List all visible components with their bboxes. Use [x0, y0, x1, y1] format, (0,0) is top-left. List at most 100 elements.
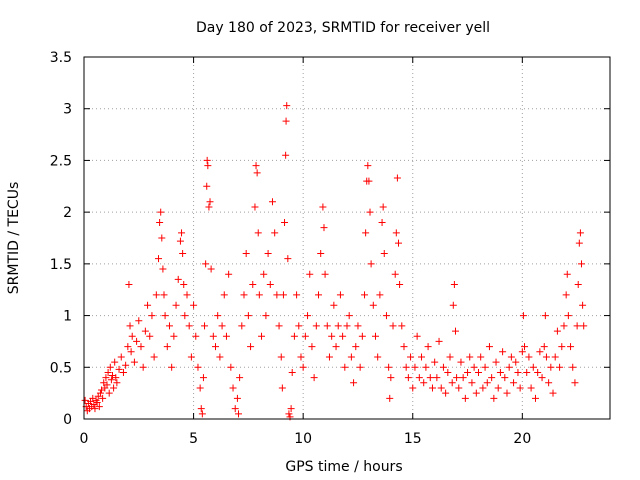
- data-point: [156, 218, 164, 226]
- data-point: [455, 384, 463, 392]
- data-point: [449, 301, 457, 309]
- data-point: [466, 353, 474, 361]
- data-point: [236, 374, 244, 382]
- data-point: [163, 343, 171, 351]
- y-tick-label: 1.5: [50, 257, 72, 273]
- data-point: [258, 332, 266, 340]
- data-point: [490, 394, 498, 402]
- data-point: [172, 301, 180, 309]
- data-point: [477, 353, 485, 361]
- data-point: [379, 203, 387, 211]
- data-point: [573, 322, 581, 330]
- x-axis-ticks: 0 5 10 15 20: [80, 57, 531, 447]
- data-point: [207, 265, 215, 273]
- data-point: [293, 291, 301, 299]
- data-point: [541, 312, 549, 320]
- data-point: [545, 379, 553, 387]
- data-point: [152, 291, 160, 299]
- data-point: [389, 322, 397, 330]
- data-point: [271, 229, 279, 237]
- data-point: [323, 322, 331, 330]
- data-point: [320, 224, 328, 232]
- data-point: [569, 363, 577, 371]
- data-point: [240, 291, 248, 299]
- data-point: [299, 363, 307, 371]
- data-point: [527, 384, 535, 392]
- data-point: [538, 374, 546, 382]
- data-point: [183, 291, 191, 299]
- data-point: [439, 363, 447, 371]
- data-point: [281, 218, 289, 226]
- data-point: [505, 363, 513, 371]
- data-point: [282, 117, 290, 125]
- data-point: [148, 312, 156, 320]
- data-point: [391, 270, 399, 278]
- data-point: [81, 396, 89, 404]
- data-point: [190, 301, 198, 309]
- data-point: [413, 332, 421, 340]
- data-point: [252, 162, 260, 170]
- data-point: [253, 169, 261, 177]
- data-point: [481, 363, 489, 371]
- data-point: [563, 270, 571, 278]
- data-point: [385, 363, 393, 371]
- data-point: [165, 322, 173, 330]
- y-tick-label: 2: [63, 205, 72, 221]
- data-point: [135, 317, 143, 325]
- data-point: [115, 365, 123, 373]
- data-point: [334, 322, 342, 330]
- data-point: [127, 348, 135, 356]
- data-point: [268, 198, 276, 206]
- data-point: [411, 363, 419, 371]
- data-point: [347, 353, 355, 361]
- data-point: [218, 322, 226, 330]
- plot-frame: [83, 56, 611, 420]
- x-axis-label: GPS time / hours: [285, 459, 402, 475]
- y-tick-label: 3: [63, 102, 72, 118]
- data-point: [362, 229, 370, 237]
- data-point: [103, 381, 111, 389]
- data-point: [144, 301, 152, 309]
- data-point: [341, 363, 349, 371]
- data-point: [216, 353, 224, 361]
- data-point: [308, 343, 316, 351]
- data-point: [574, 281, 582, 289]
- data-point: [553, 327, 561, 335]
- data-point: [325, 353, 333, 361]
- data-point: [444, 368, 452, 376]
- data-point: [371, 332, 379, 340]
- data-point: [562, 291, 570, 299]
- data-point: [160, 291, 168, 299]
- data-point: [117, 353, 125, 361]
- data-point: [168, 363, 176, 371]
- data-point: [198, 410, 206, 418]
- data-point: [464, 368, 472, 376]
- data-point: [404, 374, 412, 382]
- data-point: [376, 291, 384, 299]
- data-point: [560, 322, 568, 330]
- data-point: [203, 182, 211, 190]
- data-point: [525, 353, 533, 361]
- data-point: [181, 312, 189, 320]
- data-point: [284, 255, 292, 263]
- data-point: [290, 332, 298, 340]
- data-point: [282, 151, 290, 159]
- data-point: [475, 368, 482, 376]
- data-point: [431, 358, 439, 366]
- data-point: [229, 384, 237, 392]
- data-point: [424, 343, 432, 351]
- data-point: [158, 234, 166, 242]
- y-tick-label: 0.5: [50, 360, 72, 376]
- data-point: [113, 379, 121, 387]
- data-point: [503, 389, 511, 397]
- data-point: [457, 358, 465, 366]
- data-point: [510, 379, 518, 387]
- data-point: [492, 358, 500, 366]
- data-point: [459, 374, 467, 382]
- data-point: [536, 348, 544, 356]
- data-point: [222, 332, 230, 340]
- data-point: [442, 389, 450, 397]
- data-point: [119, 368, 127, 376]
- data-point: [392, 229, 400, 237]
- data-point: [288, 368, 296, 376]
